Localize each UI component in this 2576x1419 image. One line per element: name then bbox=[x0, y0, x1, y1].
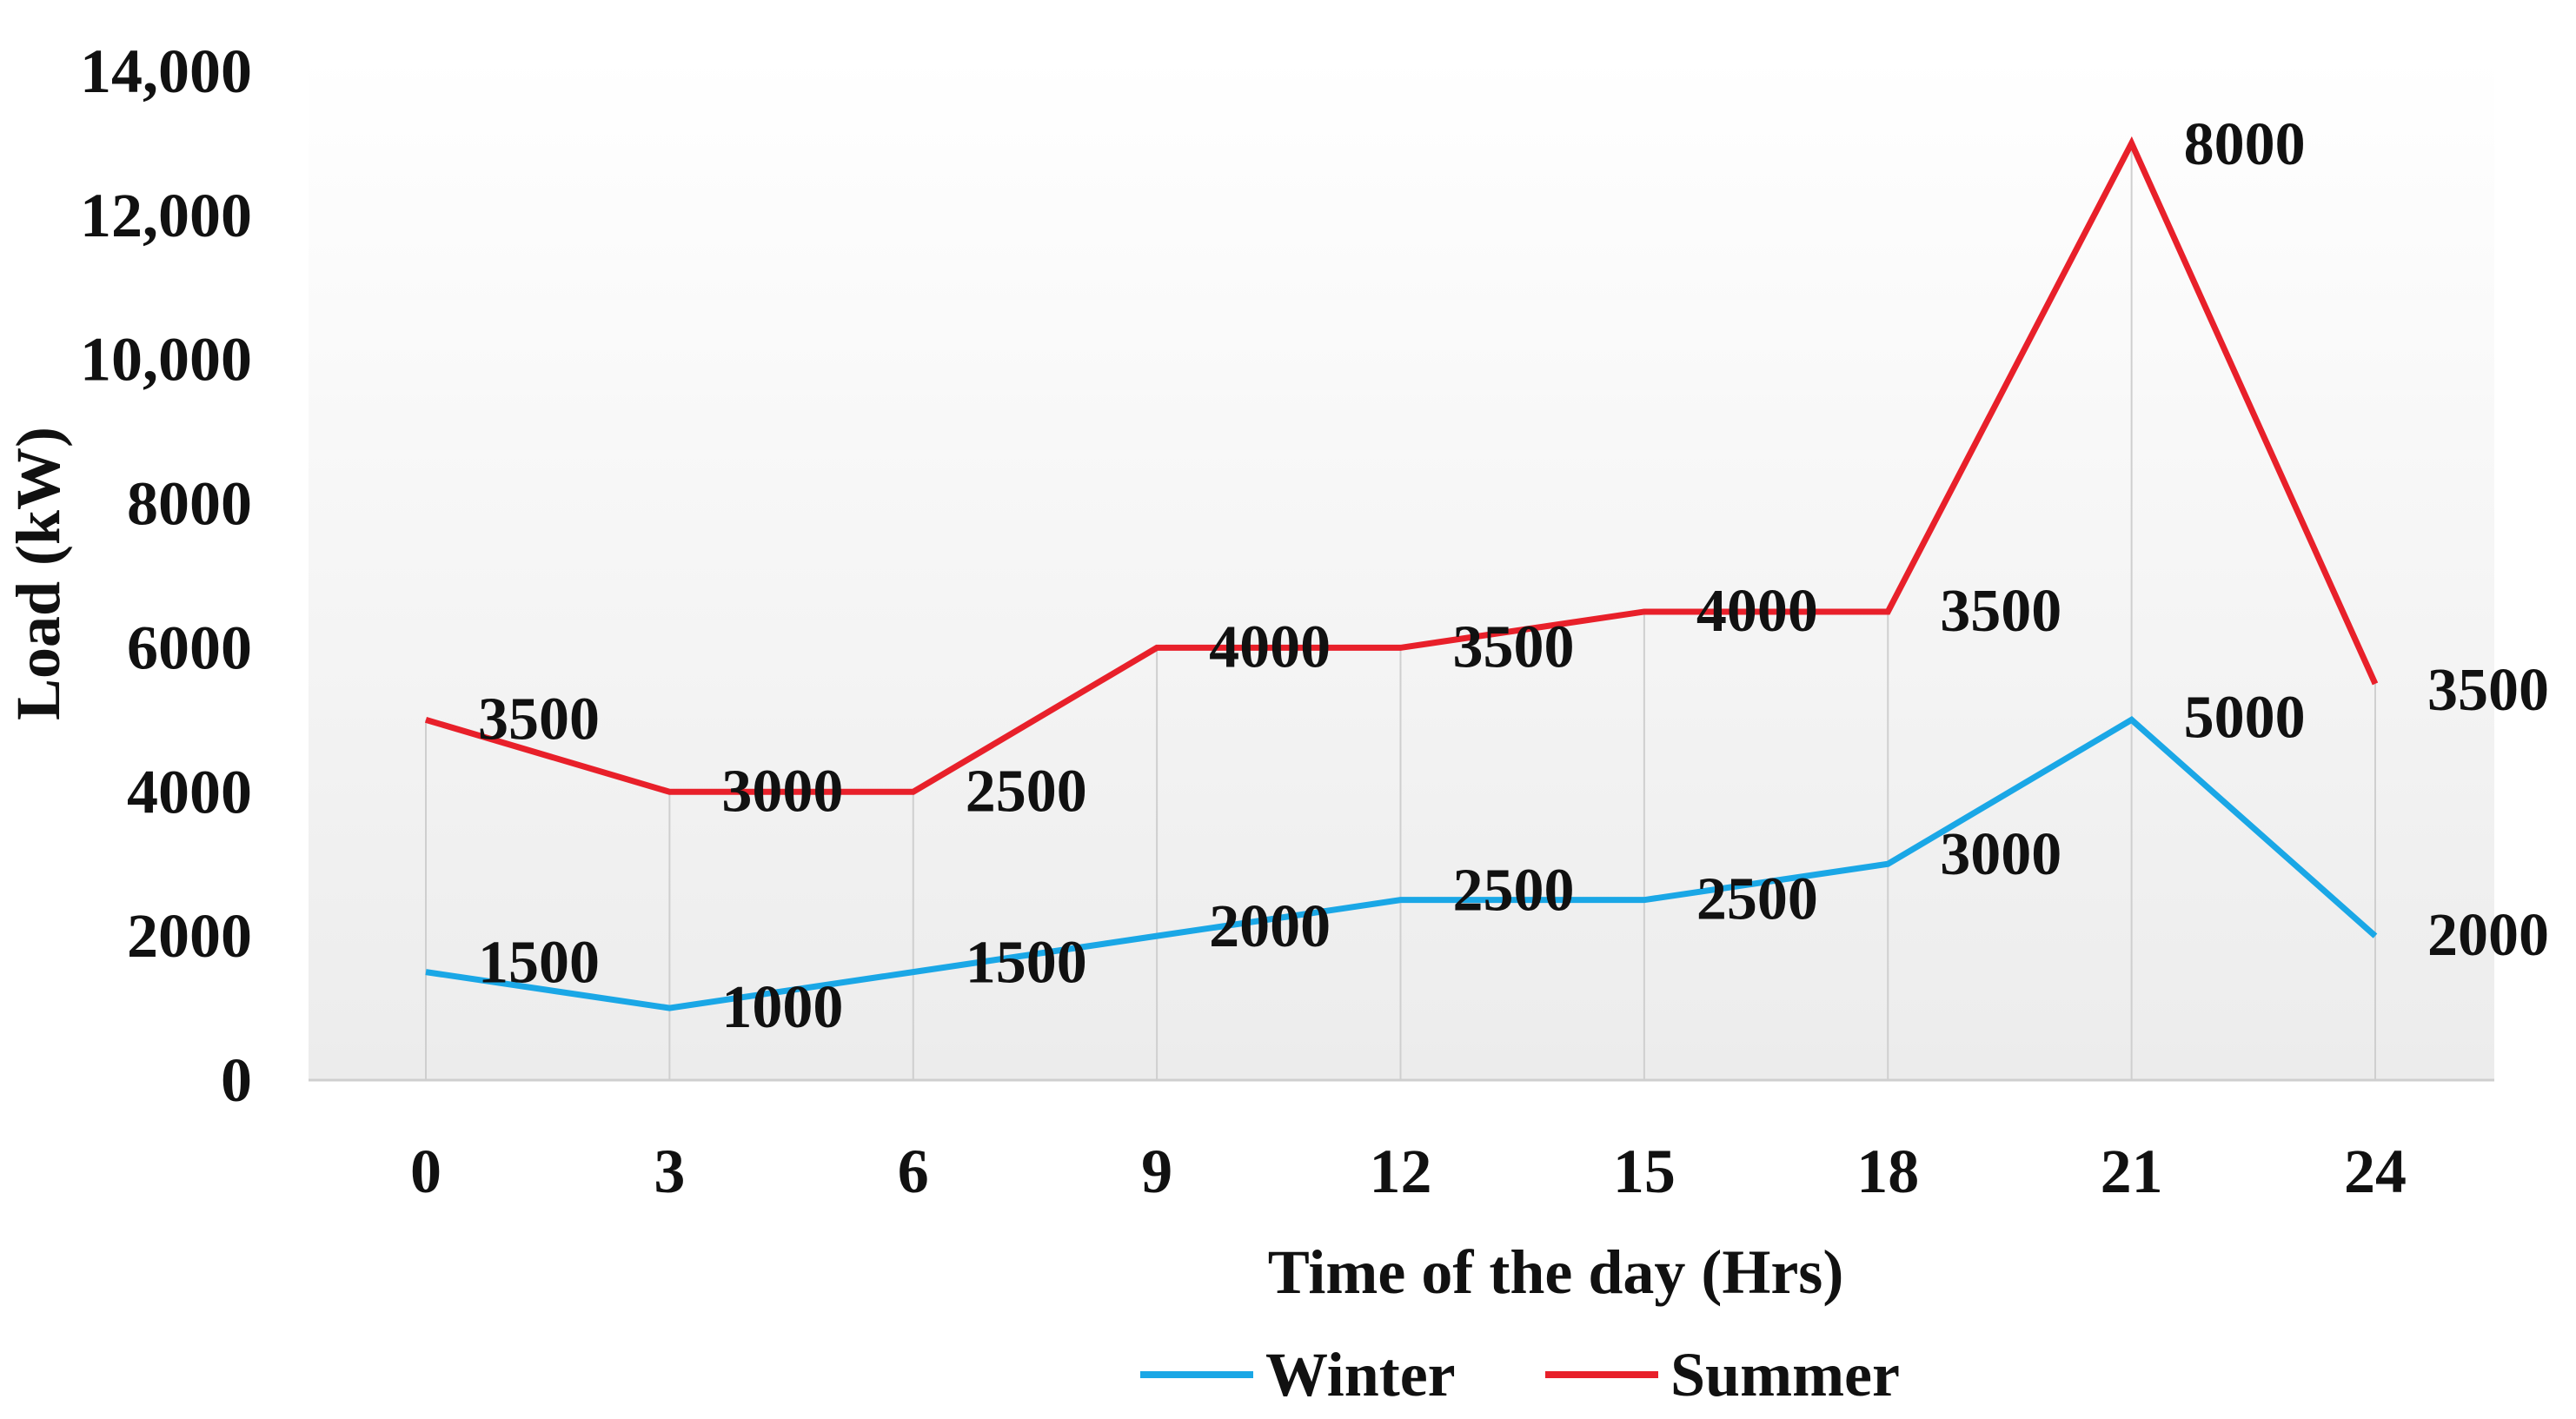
x-tick-label: 0 bbox=[410, 1137, 442, 1206]
data-labels: 1500 1000 1500 2000 2500 2500 3000 5000 2000 3500… bbox=[478, 111, 2549, 1041]
y-tick-label: 8000 bbox=[127, 469, 252, 539]
legend-label-winter: Winter bbox=[1265, 1340, 1456, 1409]
x-tick-label: 9 bbox=[1141, 1137, 1172, 1206]
x-tick-label: 6 bbox=[898, 1137, 929, 1206]
x-tick-label: 15 bbox=[1613, 1137, 1676, 1206]
data-label-winter: 2500 bbox=[1453, 858, 1575, 925]
data-label-summer: 3500 bbox=[1453, 613, 1575, 680]
x-tick-label: 18 bbox=[1856, 1137, 1919, 1206]
legend-label-summer: Summer bbox=[1670, 1340, 1900, 1409]
x-tick-label: 24 bbox=[2344, 1137, 2407, 1206]
data-label-winter: 5000 bbox=[2184, 684, 2306, 751]
data-label-summer: 3500 bbox=[1940, 578, 2061, 645]
grid-lines bbox=[425, 143, 2376, 1080]
y-tick-label: 6000 bbox=[127, 613, 252, 682]
x-tick-label: 3 bbox=[654, 1137, 685, 1206]
y-tick-label: 0 bbox=[221, 1045, 252, 1115]
x-axis-ticks: 0 3 6 9 12 15 18 21 24 bbox=[410, 1137, 2407, 1206]
legend: Winter Summer bbox=[1140, 1340, 1900, 1409]
data-label-winter: 1000 bbox=[721, 974, 843, 1041]
data-label-summer: 3500 bbox=[2427, 657, 2549, 724]
data-label-winter: 3000 bbox=[1940, 821, 2061, 888]
data-label-summer: 4000 bbox=[1696, 578, 1818, 645]
data-label-winter: 2000 bbox=[1209, 893, 1331, 960]
data-label-summer: 3000 bbox=[721, 758, 843, 825]
y-tick-label: 2000 bbox=[127, 901, 252, 971]
data-label-summer: 3500 bbox=[478, 686, 600, 753]
y-axis-title: Load (kW) bbox=[3, 427, 73, 720]
data-label-summer: 8000 bbox=[2184, 111, 2306, 178]
x-tick-label: 12 bbox=[1370, 1137, 1432, 1206]
x-axis-title: Time of the day (Hrs) bbox=[1268, 1237, 1844, 1307]
y-axis-ticks: 0 2000 4000 6000 8000 10,000 12,000 14,000 bbox=[80, 36, 252, 1115]
y-tick-label: 4000 bbox=[127, 757, 252, 826]
y-tick-label: 12,000 bbox=[80, 181, 252, 250]
data-label-summer: 4000 bbox=[1209, 613, 1331, 680]
y-tick-label: 14,000 bbox=[80, 36, 252, 106]
data-label-summer: 2500 bbox=[966, 758, 1087, 825]
data-label-winter: 1500 bbox=[478, 930, 600, 997]
series-layer bbox=[425, 136, 2379, 1011]
data-label-winter: 2500 bbox=[1696, 866, 1818, 933]
data-label-winter: 1500 bbox=[966, 930, 1087, 997]
y-tick-label: 10,000 bbox=[80, 325, 252, 395]
data-label-winter: 2000 bbox=[2427, 902, 2549, 969]
x-tick-label: 21 bbox=[2101, 1137, 2163, 1206]
